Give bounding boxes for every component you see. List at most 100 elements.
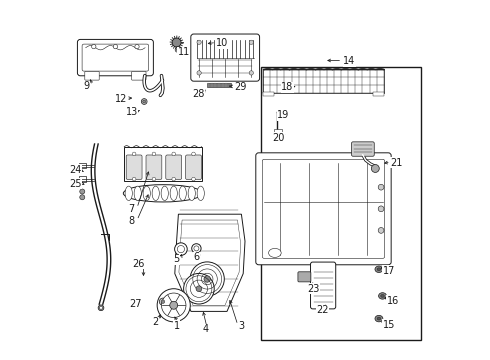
Ellipse shape xyxy=(92,44,96,49)
Text: 21: 21 xyxy=(390,158,402,168)
Ellipse shape xyxy=(273,133,283,142)
FancyBboxPatch shape xyxy=(207,83,231,87)
FancyBboxPatch shape xyxy=(256,153,391,265)
Ellipse shape xyxy=(174,243,187,256)
Ellipse shape xyxy=(135,44,139,49)
FancyBboxPatch shape xyxy=(166,155,182,179)
Ellipse shape xyxy=(170,186,177,201)
Ellipse shape xyxy=(80,195,85,200)
Ellipse shape xyxy=(379,293,387,299)
FancyBboxPatch shape xyxy=(351,142,374,156)
Text: 26: 26 xyxy=(133,258,145,269)
Text: 8: 8 xyxy=(128,216,135,226)
Text: 20: 20 xyxy=(272,132,284,143)
Ellipse shape xyxy=(378,228,384,233)
Text: 18: 18 xyxy=(281,82,294,92)
Text: 12: 12 xyxy=(115,94,127,104)
Ellipse shape xyxy=(162,293,186,318)
Text: 17: 17 xyxy=(383,266,395,276)
FancyBboxPatch shape xyxy=(85,71,99,80)
Ellipse shape xyxy=(276,135,280,140)
Text: 2: 2 xyxy=(152,317,158,327)
Text: 7: 7 xyxy=(128,204,135,214)
Ellipse shape xyxy=(172,152,175,156)
Ellipse shape xyxy=(152,152,156,156)
Ellipse shape xyxy=(192,177,196,181)
FancyBboxPatch shape xyxy=(186,155,201,179)
Text: 5: 5 xyxy=(173,254,180,264)
Ellipse shape xyxy=(375,315,383,322)
Ellipse shape xyxy=(132,177,136,181)
Ellipse shape xyxy=(249,71,253,75)
Text: 10: 10 xyxy=(216,38,228,48)
Text: 11: 11 xyxy=(178,47,190,57)
Ellipse shape xyxy=(192,244,201,253)
Ellipse shape xyxy=(184,274,214,304)
Ellipse shape xyxy=(99,306,102,309)
Polygon shape xyxy=(175,214,245,311)
Ellipse shape xyxy=(176,49,179,51)
Text: 15: 15 xyxy=(383,320,395,330)
Bar xyxy=(79,176,86,182)
FancyBboxPatch shape xyxy=(77,40,153,76)
Ellipse shape xyxy=(172,38,181,47)
Text: 24: 24 xyxy=(69,165,81,175)
Text: 4: 4 xyxy=(202,324,208,334)
Ellipse shape xyxy=(141,99,147,104)
Ellipse shape xyxy=(161,300,165,303)
Ellipse shape xyxy=(378,206,384,212)
Bar xyxy=(79,163,86,168)
Bar xyxy=(261,67,421,340)
Ellipse shape xyxy=(98,305,104,311)
Text: 19: 19 xyxy=(277,110,289,120)
Ellipse shape xyxy=(159,298,167,305)
Bar xyxy=(263,92,274,96)
Ellipse shape xyxy=(249,40,253,45)
Text: 13: 13 xyxy=(125,107,138,117)
Ellipse shape xyxy=(113,44,118,49)
Ellipse shape xyxy=(170,301,178,309)
Ellipse shape xyxy=(196,286,202,292)
FancyBboxPatch shape xyxy=(298,272,311,282)
Text: 16: 16 xyxy=(387,296,399,306)
Ellipse shape xyxy=(132,152,136,156)
Ellipse shape xyxy=(172,177,175,181)
Text: 29: 29 xyxy=(234,82,246,92)
Ellipse shape xyxy=(134,186,141,201)
Ellipse shape xyxy=(152,186,159,201)
Ellipse shape xyxy=(152,177,156,181)
Text: 3: 3 xyxy=(238,321,245,331)
Text: 23: 23 xyxy=(307,284,319,294)
Ellipse shape xyxy=(175,47,180,52)
Text: 9: 9 xyxy=(83,81,90,91)
Ellipse shape xyxy=(204,276,210,282)
Ellipse shape xyxy=(143,186,150,201)
FancyBboxPatch shape xyxy=(146,155,162,179)
Ellipse shape xyxy=(377,268,381,271)
Ellipse shape xyxy=(157,289,190,322)
Ellipse shape xyxy=(378,184,384,190)
Ellipse shape xyxy=(161,186,169,201)
Bar xyxy=(274,129,282,135)
Bar xyxy=(373,92,384,96)
Ellipse shape xyxy=(188,186,196,201)
Text: 22: 22 xyxy=(316,305,329,315)
Text: 27: 27 xyxy=(129,299,142,309)
Ellipse shape xyxy=(194,246,199,251)
FancyBboxPatch shape xyxy=(82,44,148,71)
FancyBboxPatch shape xyxy=(126,155,142,179)
Ellipse shape xyxy=(177,246,185,253)
Ellipse shape xyxy=(371,165,379,172)
Ellipse shape xyxy=(192,152,196,156)
Text: 6: 6 xyxy=(194,252,199,262)
Ellipse shape xyxy=(123,185,202,202)
Text: 1: 1 xyxy=(173,321,180,331)
Ellipse shape xyxy=(143,100,146,103)
Ellipse shape xyxy=(80,189,85,194)
FancyBboxPatch shape xyxy=(132,71,146,80)
Ellipse shape xyxy=(179,186,186,201)
Ellipse shape xyxy=(125,186,132,201)
Ellipse shape xyxy=(197,186,204,201)
Ellipse shape xyxy=(197,71,201,75)
Ellipse shape xyxy=(377,317,381,320)
